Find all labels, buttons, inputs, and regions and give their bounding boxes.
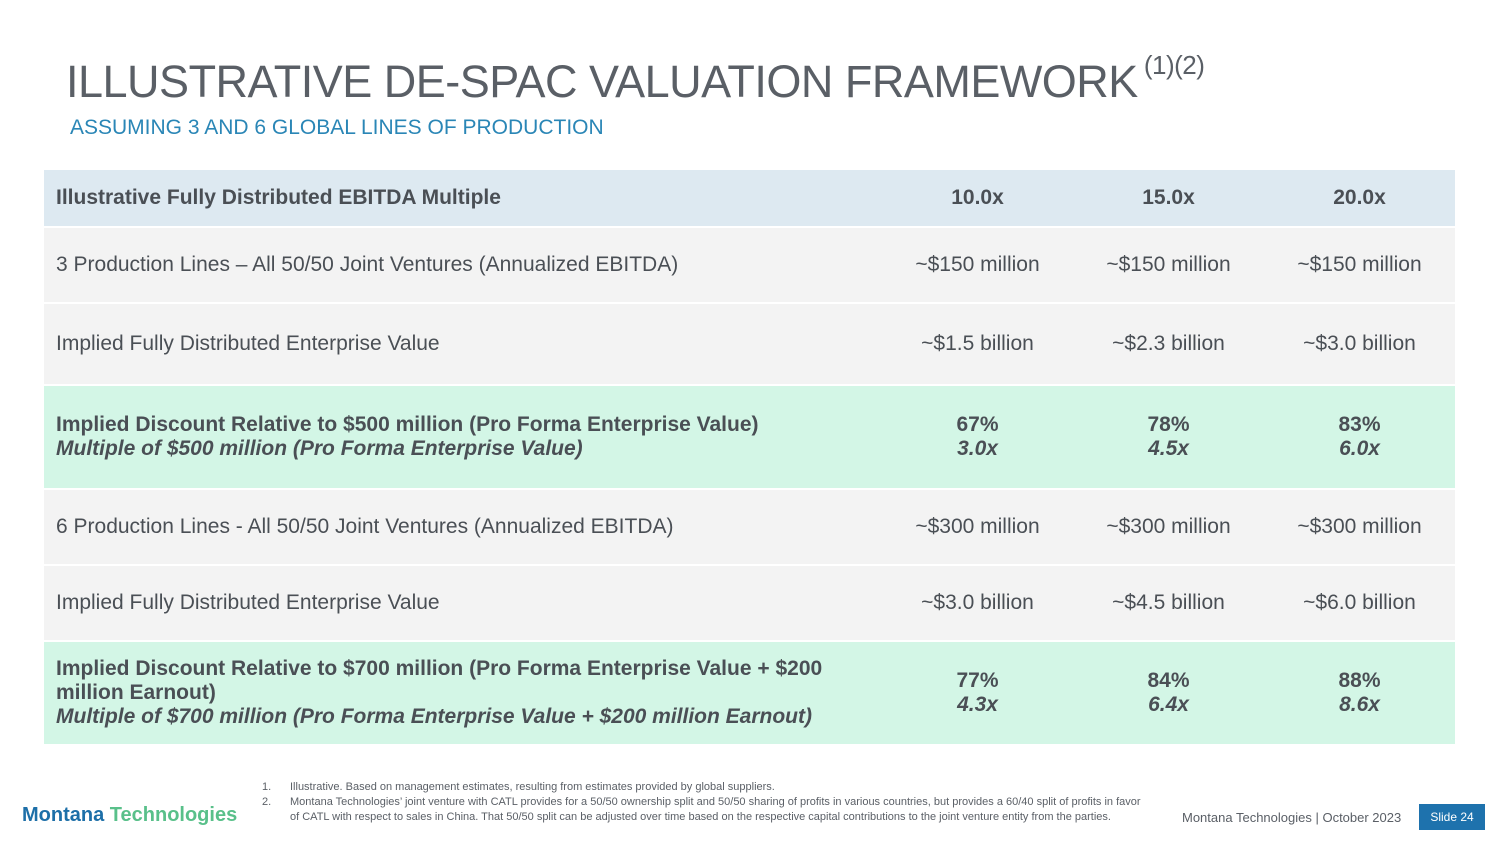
table-row: Implied Fully Distributed Enterprise Val… (44, 565, 1455, 642)
company-logo: Montana Technologies (22, 804, 237, 827)
row-value: 88% 8.6x (1264, 641, 1455, 746)
row-value: 83% 6.0x (1264, 385, 1455, 490)
footnote-number: 2. (262, 796, 272, 808)
discount-value: 77% (956, 669, 999, 692)
table-row-highlight: Implied Discount Relative to $700 millio… (44, 641, 1455, 746)
footnote-text: Illustrative. Based on management estima… (290, 781, 775, 793)
footnote-text: Montana Technologies’ joint venture with… (290, 796, 1141, 823)
header-label: Illustrative Fully Distributed EBITDA Mu… (44, 170, 882, 228)
row-value: ~$150 million (882, 227, 1073, 304)
row-value: 84% 6.4x (1073, 641, 1264, 746)
discount-value: 67% (956, 413, 999, 436)
row-value: ~$6.0 billion (1264, 565, 1455, 642)
table-row: 6 Production Lines - All 50/50 Joint Ven… (44, 489, 1455, 566)
row-label: Implied Discount Relative to $500 millio… (44, 385, 882, 490)
table-header-row: Illustrative Fully Distributed EBITDA Mu… (44, 170, 1455, 228)
logo-word-montana: Montana (22, 804, 105, 826)
row-value: 67% 3.0x (882, 385, 1073, 490)
row-value: ~$300 million (1073, 489, 1264, 566)
footnotes: 1. Illustrative. Based on management est… (262, 780, 1142, 825)
row-value: 78% 4.5x (1073, 385, 1264, 490)
footer-company-date: Montana Technologies | October 2023 (1182, 810, 1402, 825)
discount-value: 84% (1147, 669, 1190, 692)
header-multiple-10x: 10.0x (882, 170, 1073, 228)
row-value: ~$3.0 billion (1264, 303, 1455, 386)
row-value: ~$150 million (1264, 227, 1455, 304)
logo-word-technologies: Technologies (109, 804, 238, 826)
multiple-label: Multiple of $700 million (Pro Forma Ente… (56, 705, 812, 728)
page-subtitle: ASSUMING 3 AND 6 GLOBAL LINES OF PRODUCT… (70, 116, 604, 139)
row-label: Implied Fully Distributed Enterprise Val… (44, 565, 882, 642)
multiple-value: 3.0x (957, 437, 998, 460)
row-value: 77% 4.3x (882, 641, 1073, 746)
row-value: ~$150 million (1073, 227, 1264, 304)
row-label: Implied Fully Distributed Enterprise Val… (44, 303, 882, 386)
multiple-value: 8.6x (1339, 693, 1380, 716)
slide-number-badge: Slide 24 (1419, 804, 1485, 830)
row-label: 6 Production Lines - All 50/50 Joint Ven… (44, 489, 882, 566)
row-label: Implied Discount Relative to $700 millio… (44, 641, 882, 746)
discount-label: Implied Discount Relative to $500 millio… (56, 413, 759, 436)
title-text: ILLUSTRATIVE DE-SPAC VALUATION FRAMEWORK (66, 56, 1138, 107)
row-value: ~$300 million (882, 489, 1073, 566)
footnote: 1. Illustrative. Based on management est… (262, 780, 1142, 795)
row-value: ~$1.5 billion (882, 303, 1073, 386)
discount-value: 88% (1338, 669, 1381, 692)
footnote-number: 1. (262, 781, 272, 793)
table-row-highlight: Implied Discount Relative to $500 millio… (44, 385, 1455, 490)
discount-value: 83% (1338, 413, 1381, 436)
row-value: ~$4.5 billion (1073, 565, 1264, 642)
multiple-value: 4.3x (957, 693, 998, 716)
header-multiple-20x: 20.0x (1264, 170, 1455, 228)
multiple-label: Multiple of $500 million (Pro Forma Ente… (56, 437, 583, 460)
multiple-value: 4.5x (1148, 437, 1189, 460)
footnote: 2. Montana Technologies’ joint venture w… (262, 795, 1142, 825)
title-footnote-refs: (1)(2) (1143, 50, 1205, 80)
table-row: Implied Fully Distributed Enterprise Val… (44, 303, 1455, 386)
row-label: 3 Production Lines – All 50/50 Joint Ven… (44, 227, 882, 304)
multiple-value: 6.4x (1148, 693, 1189, 716)
row-value: ~$300 million (1264, 489, 1455, 566)
multiple-value: 6.0x (1339, 437, 1380, 460)
discount-value: 78% (1147, 413, 1190, 436)
row-value: ~$2.3 billion (1073, 303, 1264, 386)
page-title: ILLUSTRATIVE DE-SPAC VALUATION FRAMEWORK… (66, 50, 1205, 108)
table-row: 3 Production Lines – All 50/50 Joint Ven… (44, 227, 1455, 304)
header-multiple-15x: 15.0x (1073, 170, 1264, 228)
valuation-table: Illustrative Fully Distributed EBITDA Mu… (44, 170, 1455, 746)
row-value: ~$3.0 billion (882, 565, 1073, 642)
discount-label: Implied Discount Relative to $700 millio… (56, 657, 823, 704)
